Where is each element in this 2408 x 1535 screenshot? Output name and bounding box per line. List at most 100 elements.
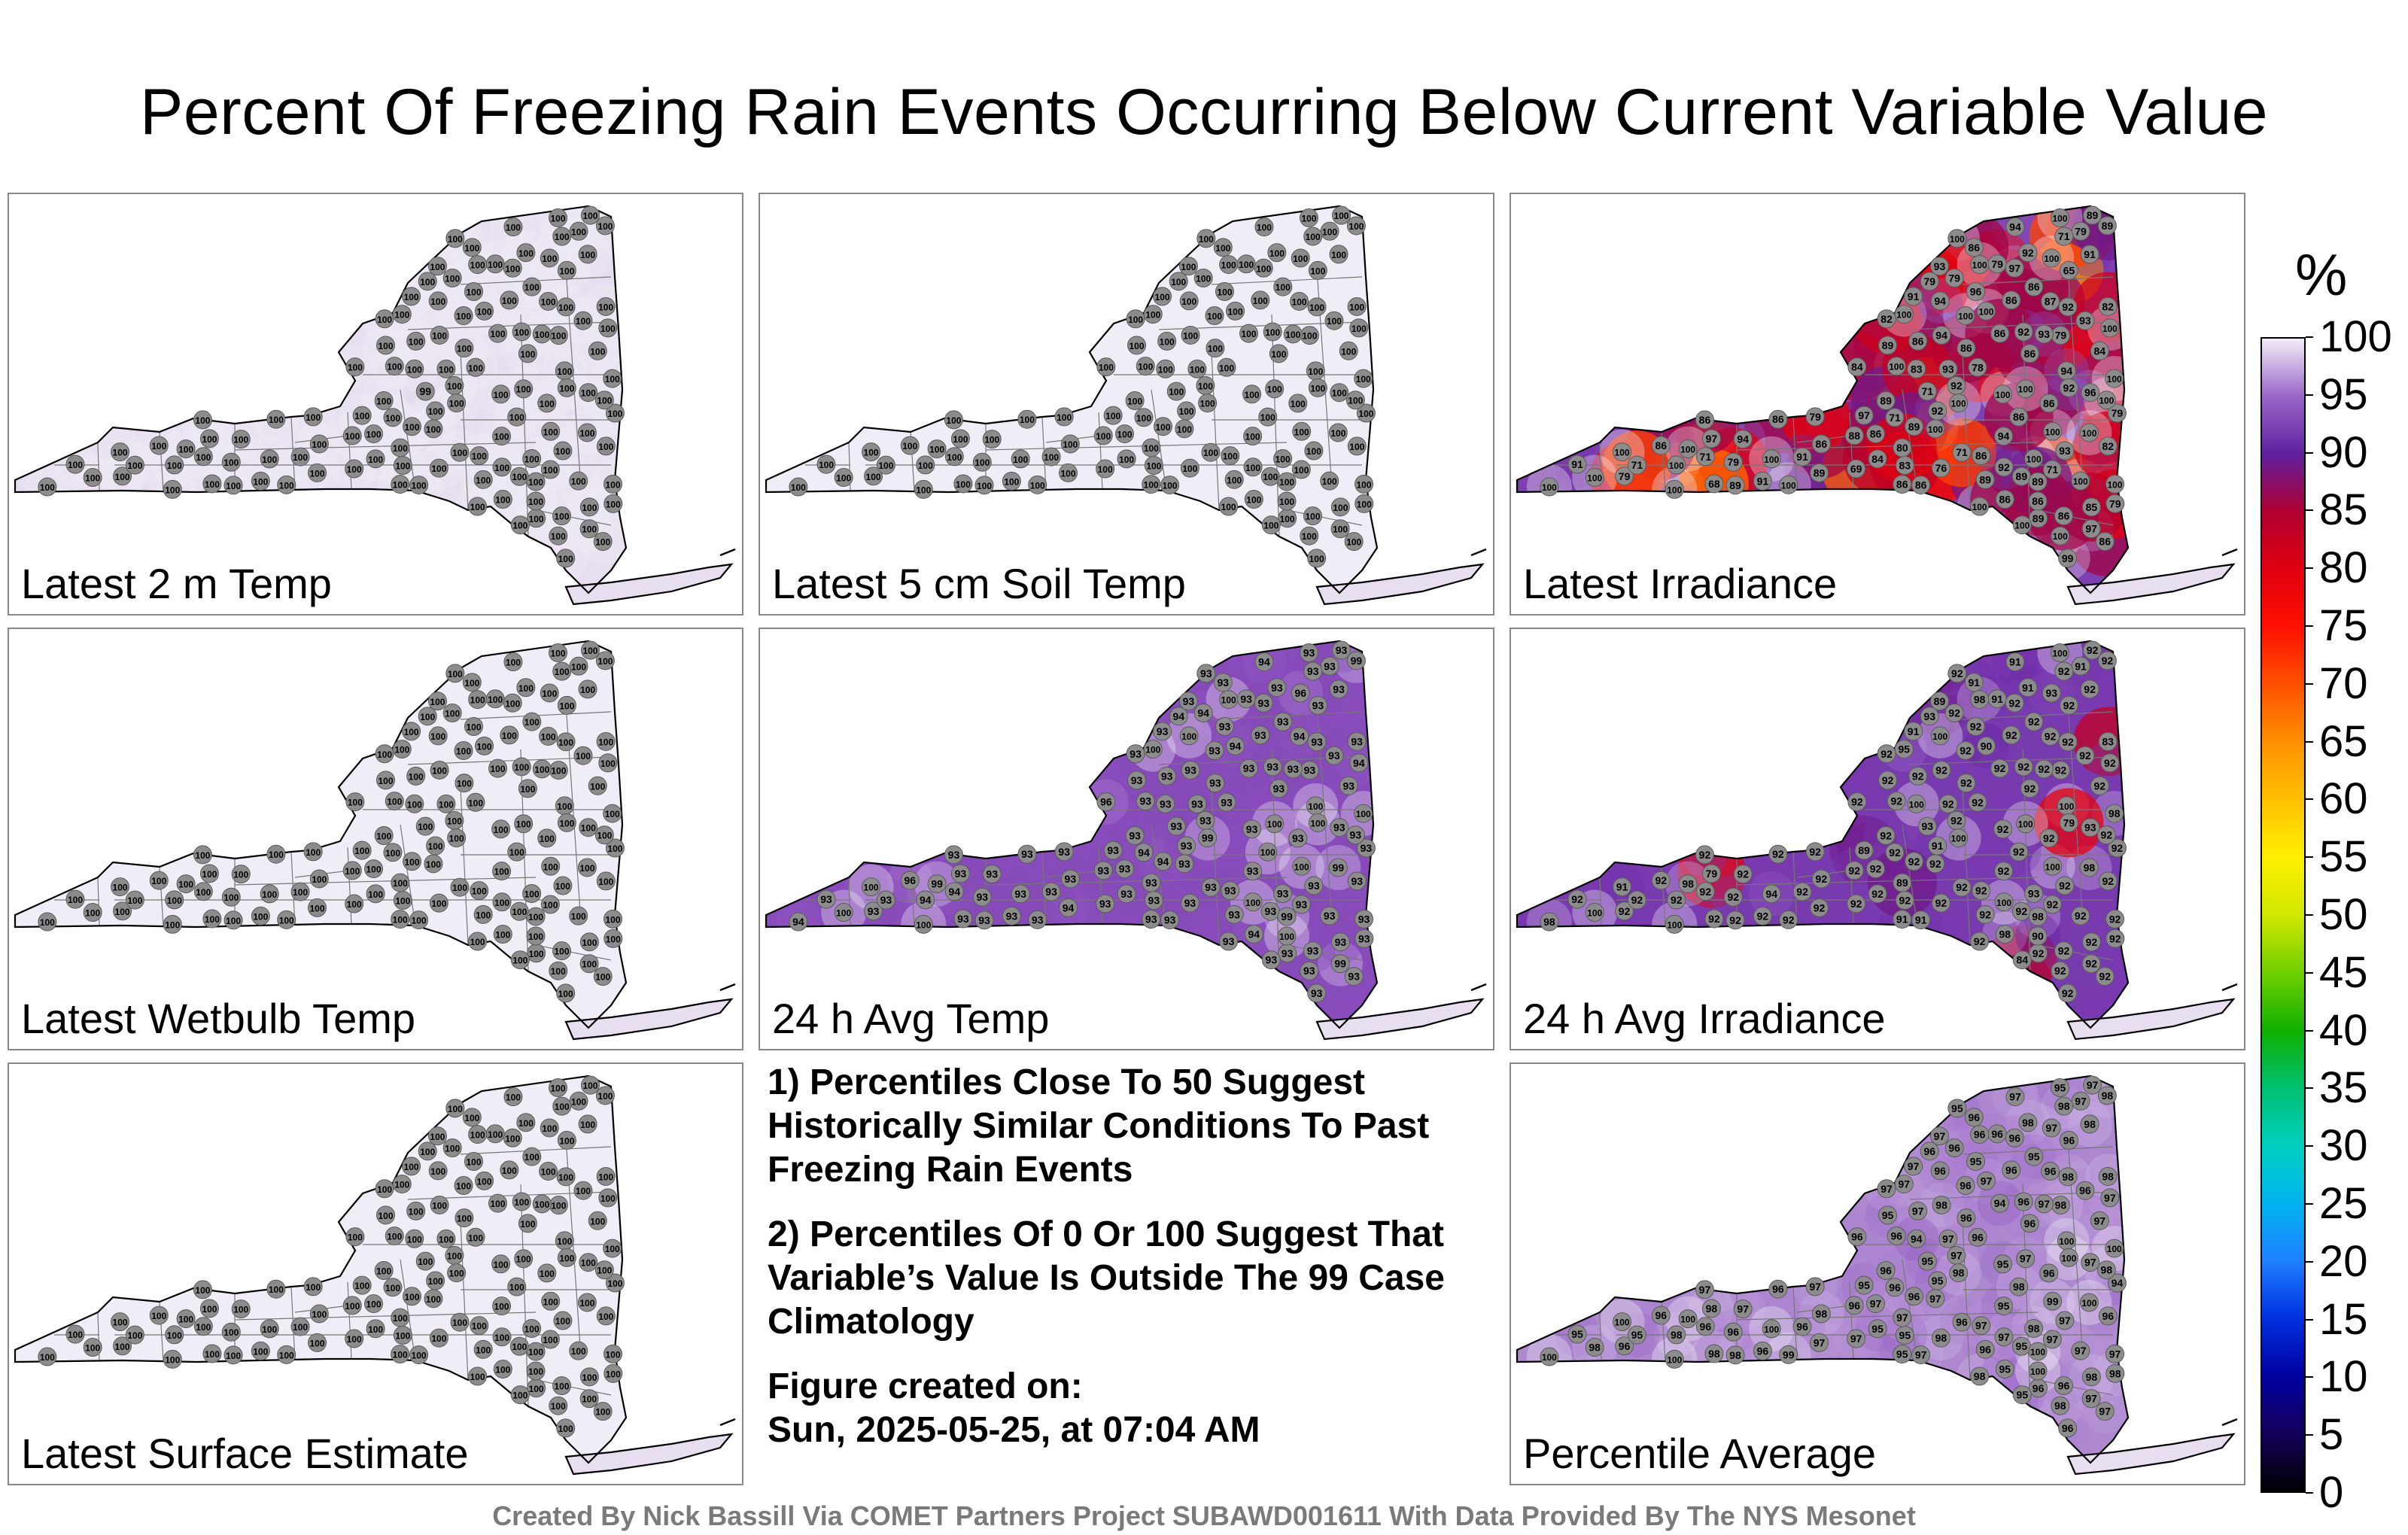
station-value: 100 bbox=[1127, 397, 1142, 407]
station-marker bbox=[1972, 446, 1991, 466]
station-marker bbox=[1928, 401, 1947, 421]
station-marker bbox=[1127, 336, 1147, 355]
station-value: 100 bbox=[514, 762, 529, 773]
station-marker bbox=[464, 717, 483, 737]
station-value: 100 bbox=[418, 1257, 433, 1267]
station-value: 100 bbox=[1781, 480, 1796, 491]
station-marker bbox=[577, 1293, 597, 1312]
station-marker bbox=[364, 859, 384, 879]
station-value: 100 bbox=[520, 784, 535, 795]
station-value: 100 bbox=[1285, 330, 1300, 340]
station-value: 92 bbox=[2055, 764, 2067, 777]
colorbar-tick-mark bbox=[2306, 509, 2313, 512]
station-marker bbox=[1354, 474, 1374, 494]
station-marker bbox=[221, 452, 241, 472]
station-marker bbox=[2075, 311, 2095, 330]
station-value: 100 bbox=[864, 448, 879, 458]
colorbar-tick-mark bbox=[2306, 971, 2313, 974]
station-value: 91 bbox=[1932, 840, 1944, 852]
station-marker bbox=[1779, 475, 1798, 494]
station-marker bbox=[1011, 449, 1030, 469]
station-value: 100 bbox=[445, 708, 460, 719]
station-value: 92 bbox=[1809, 846, 1821, 858]
station-marker bbox=[1300, 643, 1319, 663]
station-marker bbox=[1349, 753, 1369, 773]
station-value: 93 bbox=[1358, 913, 1370, 925]
station-marker bbox=[1291, 460, 1311, 479]
station-value: 100 bbox=[1181, 731, 1196, 742]
station-value: 86 bbox=[2099, 536, 2111, 548]
map-panel-p2: 100 100 100 100 100 100 100 100 100 100 100 100 100 1… bbox=[759, 193, 1494, 616]
station-value: 100 bbox=[1306, 232, 1321, 242]
station-marker bbox=[352, 406, 372, 425]
station-marker bbox=[303, 1277, 323, 1296]
long-island-outline bbox=[1315, 998, 1485, 1041]
station-value: 100 bbox=[597, 1266, 612, 1276]
station-marker bbox=[2051, 1396, 2070, 1415]
station-marker bbox=[1952, 877, 1972, 897]
station-marker bbox=[470, 446, 489, 466]
station-value: 100 bbox=[387, 1232, 402, 1242]
station-marker bbox=[1283, 759, 1303, 779]
station-value: 65 bbox=[2063, 264, 2075, 276]
station-marker bbox=[391, 873, 410, 892]
station-marker bbox=[2090, 776, 2109, 795]
station-value: 100 bbox=[558, 737, 573, 748]
station-value: 100 bbox=[223, 457, 239, 468]
colorbar-tick-label: 95 bbox=[2319, 369, 2368, 419]
station-marker bbox=[603, 369, 622, 388]
station-value: 100 bbox=[597, 656, 613, 667]
station-marker bbox=[113, 467, 132, 486]
station-value: 100 bbox=[1322, 226, 1337, 237]
station-value: 96 bbox=[2005, 1164, 2017, 1176]
station-marker bbox=[1244, 925, 1263, 944]
station-value: 100 bbox=[418, 822, 433, 832]
ny-map: 9795969897979697979895959697969896969597… bbox=[1516, 1074, 2238, 1476]
station-value: 100 bbox=[269, 415, 284, 425]
station-marker bbox=[1975, 470, 1995, 489]
station-value: 100 bbox=[412, 1351, 427, 1361]
station-marker bbox=[1169, 272, 1188, 291]
station-marker bbox=[1187, 794, 1207, 813]
station-value: 100 bbox=[1341, 346, 1356, 357]
station-marker bbox=[1753, 471, 1772, 491]
county-line bbox=[460, 786, 469, 946]
station-value: 100 bbox=[420, 277, 435, 287]
station-marker bbox=[1615, 467, 1634, 486]
station-marker bbox=[1290, 291, 1309, 311]
station-value: 100 bbox=[1196, 273, 1211, 284]
station-value: 100 bbox=[1221, 695, 1236, 706]
station-marker bbox=[1844, 426, 1864, 445]
station-marker bbox=[445, 1099, 465, 1118]
station-value: 82 bbox=[1880, 313, 1893, 325]
station-value: 100 bbox=[472, 886, 487, 897]
station-value: 100 bbox=[1267, 385, 1282, 395]
station-marker bbox=[2079, 858, 2099, 877]
station-value: 100 bbox=[457, 779, 472, 789]
station-value: 100 bbox=[1155, 292, 1170, 302]
station-marker bbox=[2096, 391, 2116, 410]
station-value: 92 bbox=[1972, 796, 1984, 808]
station-marker bbox=[1303, 226, 1323, 246]
station-value: 96 bbox=[2017, 1196, 2029, 1208]
station-marker bbox=[1096, 792, 1116, 812]
station-value: 95 bbox=[1899, 1330, 1911, 1342]
station-marker bbox=[2024, 712, 2044, 731]
station-value: 100 bbox=[306, 847, 321, 858]
station-value: 83 bbox=[1911, 363, 1923, 375]
station-marker bbox=[428, 1161, 448, 1181]
station-value: 100 bbox=[512, 956, 528, 966]
station-marker bbox=[2042, 1118, 2061, 1138]
station-marker bbox=[1093, 426, 1113, 445]
station-value: 86 bbox=[1896, 479, 1908, 491]
station-marker bbox=[429, 893, 448, 913]
colorbar-tick-label: 35 bbox=[2319, 1063, 2368, 1113]
station-value: 92 bbox=[1951, 667, 1963, 679]
station-value: 100 bbox=[2102, 324, 2118, 334]
station-value: 100 bbox=[558, 989, 573, 999]
station-value: 82 bbox=[2102, 300, 2114, 312]
station-marker bbox=[447, 394, 467, 413]
station-value: 100 bbox=[590, 346, 605, 357]
station-marker bbox=[1307, 549, 1327, 568]
station-marker bbox=[464, 1152, 483, 1172]
